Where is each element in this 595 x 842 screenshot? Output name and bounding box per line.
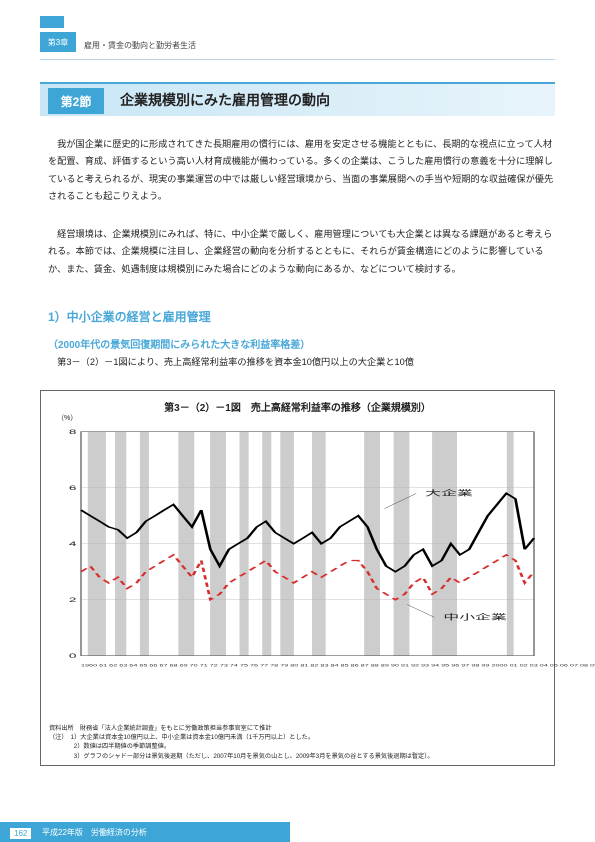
paragraph-2: 経営環境は、企業規模別にみれば、特に、中小企業で厳しく、雇用管理についても大企業… — [48, 226, 555, 278]
chart-note-1: （注） 1）大企業は資本金10億円以上、中小企業は資本金10億円未満（1千万円以… — [49, 733, 546, 742]
chart-note-3: 3）グラフのシャドー部分は景気後退期（ただし、2007年10月を景気の山とし、2… — [49, 752, 546, 761]
chart-note-2: 2）数値は四半期値の季節調整値。 — [49, 742, 546, 751]
section-title: 企業規模別にみた雇用管理の動向 — [120, 90, 330, 110]
heading-1: 1）中小企業の経営と雇用管理 — [48, 308, 211, 325]
chart-notes: 資料出所 財務省「法人企業統計調査」をもとに労働政策担当参事官室にて推計 （注）… — [49, 724, 546, 761]
paragraph-1: 我が国企業に歴史的に形成されてきた長期雇用の慣行には、雇用を安定させる機能ととも… — [48, 136, 555, 206]
svg-text:大企業: 大企業 — [425, 488, 473, 497]
section-tab: 第2節 — [48, 88, 104, 114]
section-header: 第2節 企業規模別にみた雇用管理の動向 — [40, 82, 555, 116]
chapter-label: 雇用・賃金の動向と勤労者生活 — [84, 36, 196, 56]
svg-text:2: 2 — [69, 596, 77, 603]
svg-text:0: 0 — [69, 652, 77, 659]
chart-source: 資料出所 財務省「法人企業統計調査」をもとに労働政策担当参事官室にて推計 — [49, 724, 546, 733]
svg-text:6: 6 — [69, 484, 77, 491]
chart-title: 第3－（2）－1図 売上高経常利益率の推移（企業規模別） — [41, 399, 554, 414]
svg-text:1960 61 62 63 64 65 66 67 68 6: 1960 61 62 63 64 65 66 67 68 69 70 71 72… — [81, 663, 595, 668]
page-number: 162 — [10, 828, 31, 839]
svg-text:8: 8 — [69, 428, 77, 435]
chart-plot-area: 02468大企業中小企業1960 61 62 63 64 65 66 67 68… — [81, 421, 534, 677]
heading-2: （2000年代の景気回復期間にみられた大きな利益率格差） — [48, 336, 310, 351]
chart-container: 第3－（2）－1図 売上高経常利益率の推移（企業規模別） （%） 0 2 4 6 8 大企… — [40, 390, 555, 766]
footer-text: 平成22年版 労働経済の分析 — [42, 827, 147, 838]
chart-ylabel: （%） — [57, 413, 77, 423]
svg-text:中小企業: 中小企業 — [443, 612, 506, 621]
decorative-tab — [40, 16, 64, 28]
chapter-header: 第3章 雇用・賃金の動向と勤労者生活 — [40, 36, 555, 60]
footer-bar: 162 平成22年版 労働経済の分析 — [0, 822, 290, 842]
chapter-tab: 第3章 — [40, 32, 76, 52]
paragraph-3: 第3－（2）－1図により、売上高経常利益率の推移を資本金10億円以上の大企業と1… — [48, 354, 555, 371]
svg-text:4: 4 — [69, 540, 77, 547]
